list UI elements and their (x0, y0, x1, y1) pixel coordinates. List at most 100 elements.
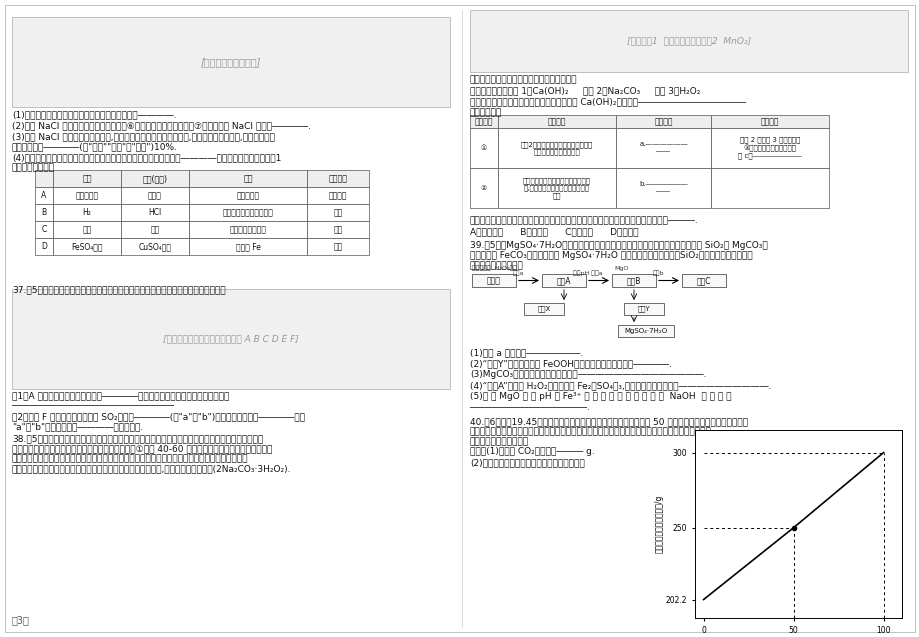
Bar (616, 128, 710, 168)
Text: 37.（5分）如图是实验室制取、收集、净化气体常见的装置图，请根据如图所示回答：: 37.（5分）如图是实验室制取、收集、净化气体常见的装置图，请根据如图所示回答： (12, 285, 225, 294)
Text: 布上的番茄汁消失了。资料：市场上出售一种叫做爆炸盐洗衣粉,主要成分是过碳酸钓(2Na₂CO₃·3H₂O₂).: 布上的番茄汁消失了。资料：市场上出售一种叫做爆炸盐洗衣粉,主要成分是过碳酸钓(2… (12, 464, 291, 473)
Text: 过量的祈酸銀溶液: 过量的祈酸銀溶液 (229, 225, 267, 234)
Text: a.――――――
――: a.―――――― ―― (639, 141, 687, 155)
Text: 溶液B: 溶液B (626, 276, 641, 285)
Text: 溶液C: 溶液C (696, 276, 710, 285)
Text: 操作b: 操作b (652, 270, 663, 276)
Text: 【猜想与假设】猜想 1．Ca(OH)₂     猜想 2．Na₂CO₃     猜想 3．H₂O₂: 【猜想与假设】猜想 1．Ca(OH)₂ 猜想 2．Na₂CO₃ 猜想 3．H₂O… (470, 86, 699, 95)
Text: 还含有少量 FeCO₃）为原料制备 MgSO₄·7H₂O 的主要流程如下：已知：SiO₂既不溢于水也不溢于稀: 还含有少量 FeCO₃）为原料制备 MgSO₄·7H₂O 的主要流程如下：已知：… (470, 251, 752, 260)
Bar (611, 274, 655, 287)
Text: 计算：(1)生成的 CO₂的质量为――― g.: 计算：(1)生成的 CO₂的质量为――― g. (470, 447, 594, 456)
Text: C: C (41, 225, 47, 234)
Text: 化学版的（是真的吗）吧，网上传言：爆炸盐（如图①）在 40-60 度的热水中完全溶解后，会使污渍像: 化学版的（是真的吗）吧，网上传言：爆炸盐（如图①）在 40-60 度的热水中完全… (12, 444, 272, 453)
Bar (121, 187, 188, 204)
Text: 镁矿石: 镁矿石 (486, 276, 500, 285)
Text: [配制溶液实验装置图]: [配制溶液实验装置图] (200, 57, 261, 67)
Text: HCl: HCl (148, 208, 162, 217)
Text: 部溢解，然后向烧杯中滴加一定溶质质量分数的稀盐酸，实验测得烧杯及杯中物质的总质量与加入稀盐: 部溢解，然后向烧杯中滴加一定溶质质量分数的稀盐酸，实验测得烧杯及杯中物质的总质量… (470, 427, 711, 436)
Text: 废液Y: 废液Y (637, 306, 650, 312)
Text: 氯化馒固体: 氯化馒固体 (75, 191, 98, 200)
Bar (524, 303, 563, 315)
Bar (616, 168, 710, 208)
Bar (470, 128, 497, 168)
Text: (4)“溶液A”中加入 H₂O₂溶液会生成 Fe₂（SO₄）₃,该反应的化学方程式为――――――――――.: (4)“溶液A”中加入 H₂O₂溶液会生成 Fe₂（SO₄）₃,该反应的化学方程… (470, 381, 770, 390)
Bar (12, 289, 449, 389)
Bar (541, 274, 585, 287)
Bar (188, 187, 307, 204)
Text: 【提出问题】爆炸盐溶于水后的产物是什么？: 【提出问题】爆炸盐溶于水后的产物是什么？ (470, 75, 577, 84)
Bar (121, 204, 188, 221)
Bar (307, 170, 369, 187)
Text: 分，错选不得分）: 分，错选不得分） (12, 163, 55, 172)
Text: ①: ① (481, 145, 486, 151)
Bar (121, 221, 188, 238)
Text: H₂: H₂ (83, 208, 91, 217)
Y-axis label: 烧杯及杯中物质的总质量/g: 烧杯及杯中物质的总质量/g (654, 495, 664, 553)
Text: 适量的饱和碳酸氢钓溶液: 适量的饱和碳酸氢钓溶液 (222, 208, 273, 217)
Text: 熟石灰: 熟石灰 (148, 191, 162, 200)
Text: [爆炸盐图1  山水气体制取装置图2  MnO₂]: [爆炸盐图1 山水气体制取装置图2 MnO₂] (626, 36, 750, 45)
Bar (35, 170, 53, 187)
Text: 38.（5分）（是真的吗）是一档中央电视台财经频道大型互动求证节目，现在跟随化学兴趣小组来一场: 38.（5分）（是真的吗）是一档中央电视台财经频道大型互动求证节目，现在跟随化学… (12, 434, 263, 443)
Text: (3)MgCO₃溢于稀硫酸的化学方程式为――――――――――――――.: (3)MgCO₃溢于稀硫酸的化学方程式为――――――――――――――. (470, 370, 706, 379)
Bar (188, 238, 307, 255)
Bar (35, 238, 53, 255)
Text: 溶液A: 溶液A (556, 276, 571, 285)
Text: 过滤: 过滤 (333, 242, 342, 251)
Text: 杂质(少量): 杂质(少量) (142, 174, 167, 183)
Text: ―――――――――――――.: ―――――――――――――. (470, 403, 589, 412)
Bar (188, 221, 307, 238)
Text: 实验现象: 实验现象 (653, 117, 672, 126)
Text: (2)恰好完全反应时所得溶液的溶质质量分数。: (2)恰好完全反应时所得溶液的溶质质量分数。 (470, 458, 584, 467)
Bar (121, 170, 188, 187)
Bar (121, 238, 188, 255)
Text: [实验室气体制取收集净化装置图 A B C D E F]: [实验室气体制取收集净化装置图 A B C D E F] (163, 334, 299, 343)
Bar (307, 187, 369, 204)
Text: 第3页: 第3页 (12, 615, 29, 625)
Text: (5)选 用 MgO 调 节 pH 使 Fe³⁺ 转 化 为 沉 淠 ， 而 不 选 用  NaOH  的 原 因 是: (5)选 用 MgO 调 节 pH 使 Fe³⁺ 转 化 为 沉 淠 ， 而 不… (470, 392, 731, 401)
Bar (53, 187, 121, 204)
Text: A: A (41, 191, 47, 200)
Text: （1）A 装置可用于制取的气体是的――――（填写一种），其化学反应方程式为：: （1）A 装置可用于制取的气体是的――――（填写一种），其化学反应方程式为： (12, 391, 229, 400)
Text: 实验编号: 实验编号 (474, 117, 493, 126)
Bar (470, 168, 497, 208)
Bar (307, 204, 369, 221)
Text: 盐酸: 盐酸 (150, 225, 160, 234)
Text: 蜗发结晶: 蜗发结晶 (328, 191, 346, 200)
Text: 实验操作: 实验操作 (547, 117, 565, 126)
Text: 【实验反思】在使用爆炸盐洗衣时应防止其失效，与下列物质混合不会使其失效的是―――.: 【实验反思】在使用爆炸盐洗衣时应防止其失效，与下列物质混合不会使其失效的是―――… (470, 216, 698, 225)
Text: D: D (41, 242, 47, 251)
Bar (12, 17, 449, 107)
Text: B: B (41, 208, 47, 217)
Bar (497, 115, 616, 128)
Bar (470, 115, 497, 128)
Text: FeSO₄溶液: FeSO₄溶液 (71, 242, 103, 251)
Bar (470, 10, 907, 72)
Bar (188, 204, 307, 221)
Text: 40.（6分）制19.45克碳酸钓和氯化钓的固体混合物放置于烧杯（重 50 克）中，加入一定量的水，固体全: 40.（6分）制19.45克碳酸钓和氯化钓的固体混合物放置于烧杯（重 50 克）… (470, 417, 747, 426)
Bar (471, 274, 516, 287)
Text: (3)称量 NaCl 质量完毕放回码码时,发现有一个砂码缺损了一个小角,若其他操作步骤正确,则所配溶液的: (3)称量 NaCl 质量完毕放回码码时,发现有一个砂码缺损了一个小角,若其他操… (12, 132, 275, 141)
Bar (35, 187, 53, 204)
Bar (53, 170, 121, 187)
Text: 实验结论: 实验结论 (760, 117, 778, 126)
Text: b.――――――
――: b.―――――― ―― (639, 182, 687, 194)
Text: CuSO₄溶液: CuSO₄溶液 (139, 242, 171, 251)
Text: MgO: MgO (613, 266, 628, 271)
Text: 洗气: 洗气 (333, 208, 342, 217)
Text: 过量稀硫酸  H₂O₂溶液: 过量稀硫酸 H₂O₂溶液 (471, 266, 516, 271)
Text: 猜想 2 和猜想 3 正确，写出
③集气瓶中反应的化学方程
式 c：―――――――: 猜想 2 和猜想 3 正确，写出 ③集气瓶中反应的化学方程 式 c：――――――… (737, 137, 801, 159)
Text: (2)称量 NaCl 时，天平平衡后的状态如图⑥所示，游码标尺示数见图⑦，则称取的 NaCl 质量为――――.: (2)称量 NaCl 时，天平平衡后的状态如图⑥所示，游码标尺示数见图⑦，则称取… (12, 121, 311, 130)
Text: 从长颈漏斗中加入稀盐酸，一段时间
后,向集气瓶中倒适量澄清石灰水、
振荡: 从长颈漏斗中加入稀盐酸，一段时间 后,向集气瓶中倒适量澄清石灰水、 振荡 (522, 177, 590, 199)
Bar (35, 221, 53, 238)
Bar (188, 170, 307, 187)
Text: 祈酸: 祈酸 (83, 225, 92, 234)
Text: 调节pH 操作a: 调节pH 操作a (573, 270, 602, 276)
Text: 操作a: 操作a (512, 270, 523, 276)
Text: 物质: 物质 (82, 174, 92, 183)
Bar (307, 238, 369, 255)
Bar (618, 325, 674, 337)
Text: 如图2，加适量药品一段时间后，用带
火星的木条伸入集气瓶中: 如图2，加适量药品一段时间后，用带 火星的木条伸入集气瓶中 (520, 141, 593, 155)
Text: 引爆炸田建筑物一样，在瞬间被瓦解，这是真的吗？实验：用爆炸盐水溶液清洗加番茄汁的白布，白: 引爆炸田建筑物一样，在瞬间被瓦解，这是真的吗？实验：用爆炸盐水溶液清洗加番茄汁的… (12, 454, 248, 463)
Text: 酸，请回答下列问题：: 酸，请回答下列问题： (470, 261, 523, 270)
